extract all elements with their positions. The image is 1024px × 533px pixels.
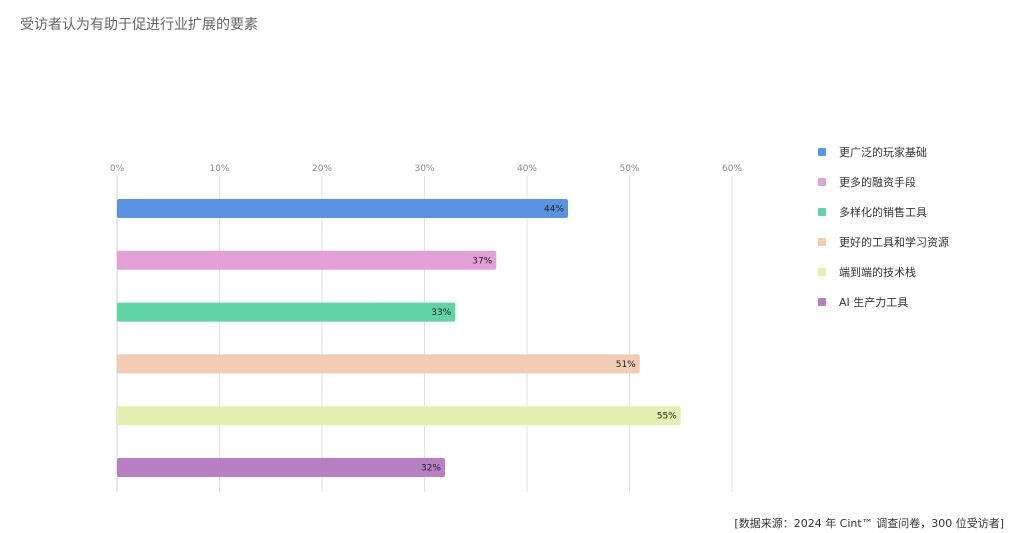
legend-item: 更好的工具和学习资源	[818, 227, 949, 257]
bars	[117, 199, 681, 477]
x-axis-ticks: 0% 10% 20% 30% 40% 50% 60%	[110, 164, 743, 174]
bar-value-label: 44%	[544, 205, 564, 215]
legend-item: 端到端的技术栈	[818, 257, 949, 287]
bar	[117, 250, 497, 270]
bar	[117, 458, 445, 477]
grid-lines	[116, 176, 733, 492]
bar	[117, 406, 681, 426]
legend-swatch	[818, 238, 826, 246]
bar	[117, 199, 568, 218]
x-tick-label: 40%	[517, 164, 537, 174]
legend-item: 多样化的销售工具	[818, 197, 949, 227]
bar-chart: 0% 10% 20% 30% 40% 50% 60% 44% 37% 33% 51% 55% 32%	[110, 164, 743, 492]
legend-label: 多样化的销售工具	[839, 206, 927, 219]
legend: 更广泛的玩家基础 更多的融资手段 多样化的销售工具更好的工具和学习资源 端到端的技术栈…	[818, 137, 949, 317]
source-note: [数据来源：2024 年 Cint™ 调查问卷，300 位受访者]	[734, 517, 1004, 530]
legend-swatch	[818, 148, 826, 156]
bar-value-label: 33%	[431, 308, 451, 318]
page-title: 受访者认为有助于促进行业扩展的要素	[20, 17, 258, 33]
bar-value-label: 55%	[657, 412, 677, 422]
legend-label: 更广泛的玩家基础	[839, 146, 927, 159]
x-tick-label: 30%	[414, 164, 434, 174]
x-tick-label: 20%	[312, 164, 332, 174]
legend-item: 更广泛的玩家基础	[818, 137, 949, 167]
x-tick-label: 0%	[110, 164, 125, 174]
x-tick-label: 50%	[619, 164, 639, 174]
legend-swatch	[818, 268, 826, 276]
legend-label: 端到端的技术栈	[839, 266, 916, 279]
x-tick-label: 60%	[722, 164, 742, 174]
value-labels: 44% 37% 33% 51% 55% 32%	[421, 205, 677, 474]
x-tick-label: 10%	[209, 164, 229, 174]
legend-swatch	[818, 178, 826, 186]
bar-value-label: 32%	[421, 464, 441, 474]
legend-item: AI 生产力工具	[818, 287, 949, 317]
bar-value-label: 51%	[616, 360, 636, 370]
legend-label: 更好的工具和学习资源	[839, 236, 949, 249]
bar	[117, 354, 640, 374]
bar	[117, 302, 456, 322]
legend-swatch	[818, 208, 826, 216]
legend-label: AI 生产力工具	[839, 296, 909, 309]
legend-swatch	[818, 298, 826, 306]
legend-label: 更多的融资手段	[839, 176, 916, 189]
legend-item: 更多的融资手段	[818, 167, 949, 197]
bar-value-label: 37%	[472, 256, 492, 266]
